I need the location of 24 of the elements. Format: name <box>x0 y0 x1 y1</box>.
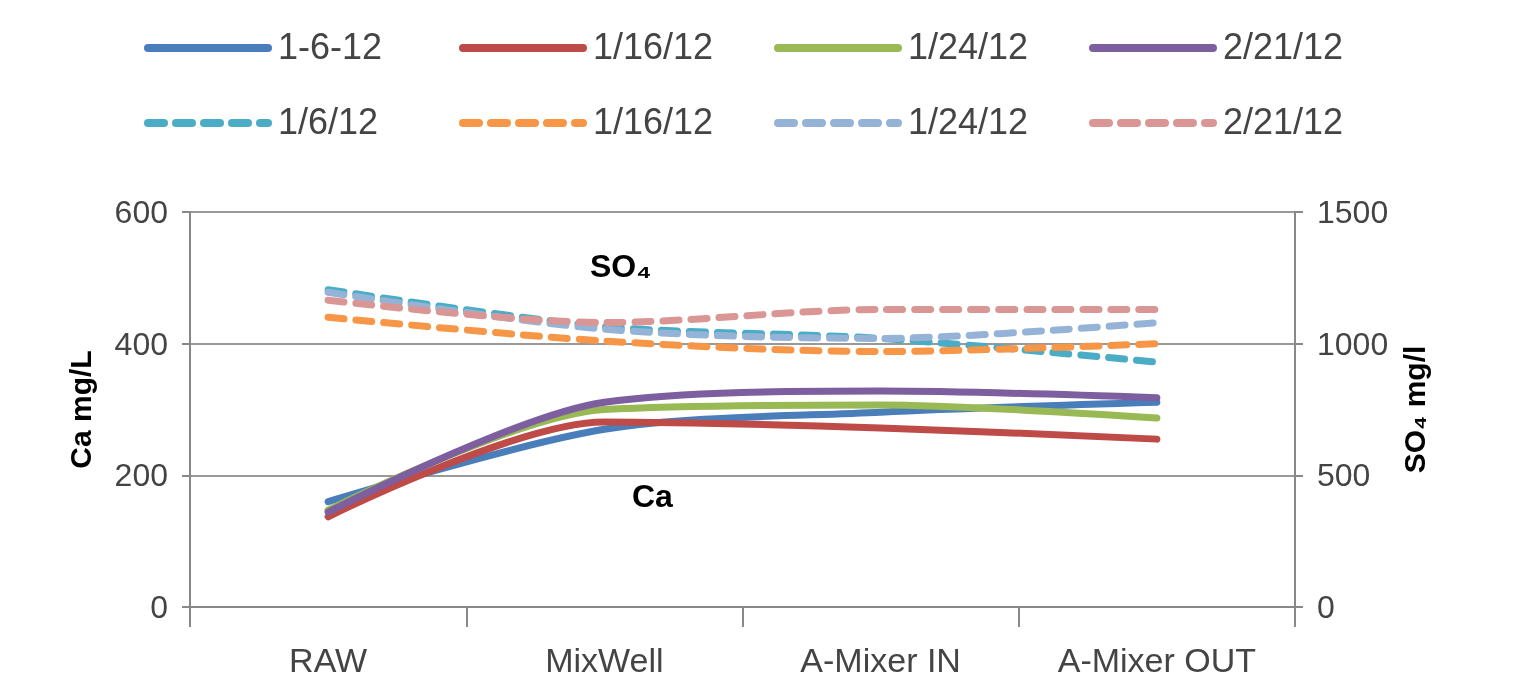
legend-label: 1/6/12 <box>278 100 379 142</box>
x-tick-label: A-Mixer IN <box>800 641 961 679</box>
annotation: SO₄ <box>590 248 652 284</box>
legend-label: 1/16/12 <box>593 100 714 142</box>
legend-label: 2/21/12 <box>1223 25 1344 67</box>
legend-label: 2/21/12 <box>1223 100 1344 142</box>
y2-tick-label: 500 <box>1317 457 1371 494</box>
legend-label: 1/24/12 <box>908 100 1029 142</box>
legend-label: 1-6-12 <box>278 25 383 67</box>
y2-tick-label: 1500 <box>1317 194 1389 230</box>
y-tick-label: 200 <box>114 457 168 494</box>
y-tick-label: 600 <box>114 194 168 230</box>
legend-label: 1/16/12 <box>593 25 714 67</box>
x-tick-label: RAW <box>289 641 368 679</box>
y-axis-title: Ca mg/L <box>63 350 97 469</box>
y2-tick-label: 1000 <box>1317 325 1389 362</box>
annotation: Ca <box>632 478 674 514</box>
y2-axis-title: SO₄ mg/l <box>1397 345 1431 474</box>
x-tick-label: A-Mixer OUT <box>1057 641 1257 679</box>
y2-tick-label: 0 <box>1317 589 1335 625</box>
y-tick-label: 0 <box>150 589 168 625</box>
x-tick-label: MixWell <box>545 641 664 679</box>
y-tick-label: 400 <box>114 325 168 362</box>
legend-label: 1/24/12 <box>908 25 1029 67</box>
